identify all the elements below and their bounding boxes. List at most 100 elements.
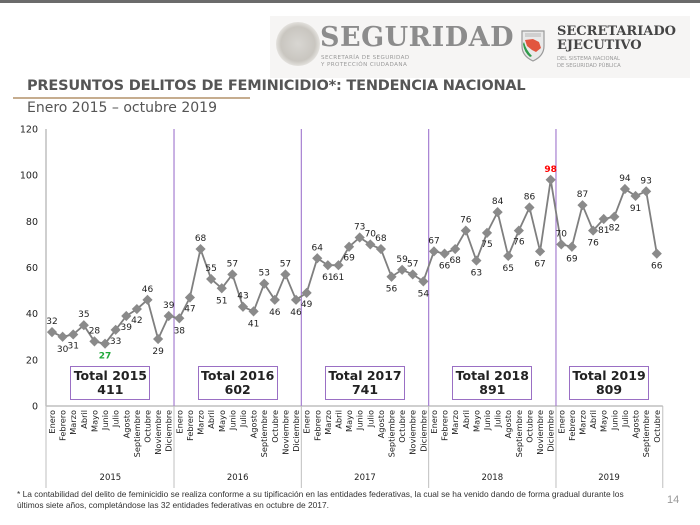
data-point xyxy=(630,190,641,202)
data-point xyxy=(333,260,344,271)
month-axis-label: Julio xyxy=(620,410,630,428)
header-logos: SEGURIDAD SECRETARÍA DE SEGURIDAD Y PROT… xyxy=(270,16,690,78)
total-box-2019: Total 2019 809 xyxy=(569,366,650,400)
data-point xyxy=(57,331,68,342)
data-point xyxy=(577,200,588,211)
data-point xyxy=(68,329,79,340)
data-label: 30 xyxy=(57,345,69,355)
data-point xyxy=(651,248,662,259)
data-point xyxy=(46,327,58,338)
data-label: 32 xyxy=(46,317,57,327)
total-box-value: 741 xyxy=(351,382,379,397)
data-label: 67 xyxy=(534,259,545,269)
data-label: 35 xyxy=(78,310,89,320)
data-label: 51 xyxy=(216,296,227,306)
total-box-label: Total 2019 xyxy=(572,368,646,383)
data-point xyxy=(227,269,238,280)
data-point xyxy=(280,269,291,280)
data-label: 86 xyxy=(524,192,536,202)
month-axis-label: Octubre xyxy=(270,410,280,443)
data-point xyxy=(301,287,312,298)
total-box-2016: Total 2016 602 xyxy=(197,366,278,400)
secretariado-shield-icon xyxy=(521,30,545,62)
total-box-label: Total 2015 xyxy=(73,368,147,383)
data-label: 28 xyxy=(89,326,101,336)
year-axis-label: 2017 xyxy=(354,473,376,483)
month-axis-label: Febrero xyxy=(312,410,322,441)
data-label: 69 xyxy=(343,254,355,264)
month-axis-label: Abril xyxy=(461,410,471,429)
data-point xyxy=(418,276,429,287)
data-label: 66 xyxy=(439,262,451,272)
total-box-value: 891 xyxy=(479,382,506,397)
data-point xyxy=(163,310,174,322)
data-label: 46 xyxy=(269,308,281,318)
data-point xyxy=(322,260,333,271)
data-label: 57 xyxy=(407,259,418,269)
data-label-max: 98 xyxy=(544,165,557,175)
data-point xyxy=(343,241,355,252)
month-axis-label: Mayo xyxy=(217,410,227,432)
data-point xyxy=(269,294,280,305)
data-label: 69 xyxy=(566,255,578,265)
total-box-label: Total 2016 xyxy=(201,368,275,383)
month-axis-label: Junio xyxy=(609,410,619,431)
data-label: 49 xyxy=(301,300,313,310)
month-axis-label: Enero xyxy=(302,410,312,434)
data-label: 82 xyxy=(609,224,620,234)
month-axis-label: Marzo xyxy=(68,410,78,435)
series-line xyxy=(51,179,658,345)
month-axis-label: Julio xyxy=(111,410,121,428)
data-point xyxy=(609,211,620,222)
data-point xyxy=(174,313,185,324)
data-point xyxy=(619,183,631,195)
secretariado-logo-title: SECRETARIADO EJECUTIVO xyxy=(557,25,676,53)
data-label: 84 xyxy=(492,197,504,207)
data-point xyxy=(110,324,121,335)
month-axis-label: Abril xyxy=(206,410,216,429)
data-point xyxy=(641,186,652,197)
data-label: 33 xyxy=(110,337,121,347)
month-axis-label: Mayo xyxy=(599,410,609,432)
data-label: 70 xyxy=(365,229,377,239)
month-axis-label: Diciembre xyxy=(418,410,428,452)
data-point xyxy=(481,227,493,238)
y-tick-label: 40 xyxy=(26,309,38,320)
page-number: 14 xyxy=(667,494,680,506)
secretariado-sub-line-2: DE SEGURIDAD PÚBLICA xyxy=(557,62,621,69)
data-label: 41 xyxy=(248,319,259,329)
secretariado-title-line-2: EJECUTIVO xyxy=(557,38,642,53)
data-label-min: 27 xyxy=(99,352,112,362)
data-point xyxy=(290,294,302,305)
total-box-2018: Total 2018 891 xyxy=(452,366,533,400)
y-tick-label: 80 xyxy=(26,217,38,228)
data-label: 38 xyxy=(174,326,186,336)
data-point xyxy=(492,207,503,218)
month-axis-label: Agosto xyxy=(249,410,259,438)
month-axis-label: Mayo xyxy=(471,410,481,432)
month-axis-label: Mayo xyxy=(89,410,99,432)
data-label: 46 xyxy=(290,308,302,318)
seguridad-logo-subtitle: SECRETARÍA DE SEGURIDAD Y PROTECCIÓN CIU… xyxy=(321,55,410,69)
data-label: 70 xyxy=(556,229,568,239)
month-axis-label: Marzo xyxy=(196,410,206,435)
month-axis-label: Mayo xyxy=(344,410,354,432)
data-label: 39 xyxy=(163,301,175,311)
data-label: 94 xyxy=(619,174,631,184)
month-axis-label: Diciembre xyxy=(291,410,301,452)
data-point xyxy=(534,246,546,257)
data-point xyxy=(195,243,206,255)
total-box-2017: Total 2017 741 xyxy=(324,366,405,400)
page-title: PRESUNTOS DELITOS DE FEMINICIDIO*: TENDE… xyxy=(27,78,526,94)
data-point xyxy=(312,253,323,264)
data-point xyxy=(471,255,482,266)
month-axis-label: Noviembre xyxy=(280,410,290,455)
data-label: 73 xyxy=(354,222,365,232)
month-axis-label: Octubre xyxy=(652,410,662,443)
data-point xyxy=(248,306,259,317)
month-axis-label: Septiembre xyxy=(259,410,269,457)
data-point xyxy=(259,278,270,289)
data-point xyxy=(89,336,100,347)
data-label: 76 xyxy=(460,216,472,226)
data-point xyxy=(460,225,471,236)
